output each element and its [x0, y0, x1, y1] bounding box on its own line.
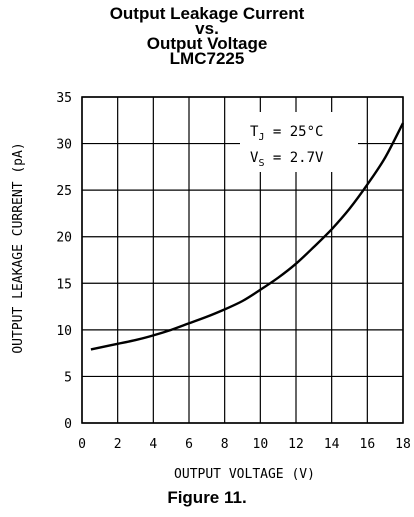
tick-labels: 0 2 4 6 8 10 12 14 16 18 0 5 10 15 20 25 30 35 — [56, 91, 410, 452]
x-tick-label: 8 — [221, 437, 229, 452]
chart-title-line-2: vs. — [195, 19, 219, 38]
chart-title-line-3: Output Voltage — [146, 34, 268, 53]
y-tick-label: 0 — [64, 417, 72, 432]
x-tick-label: 6 — [185, 437, 193, 452]
y-tick-label: 25 — [56, 184, 72, 199]
x-tick-label: 10 — [253, 437, 269, 452]
annotation-line-2-value: = 2.7V — [264, 150, 324, 166]
x-tick-label: 16 — [360, 437, 376, 452]
annotation-line-2-symbol: V — [250, 150, 259, 166]
y-tick-label: 30 — [56, 138, 72, 153]
x-tick-label: 2 — [114, 437, 122, 452]
chart-title-line-1: Output Leakage Current — [109, 4, 305, 23]
y-tick-label: 5 — [64, 370, 72, 385]
y-tick-label: 15 — [56, 277, 72, 292]
annotation: TJ = 25°C VS = 2.7V — [250, 124, 324, 169]
y-axis-label: OUTPUT LEAKAGE CURRENT (pA) — [11, 142, 26, 353]
y-tick-label: 10 — [56, 324, 72, 339]
annotation-box — [240, 112, 358, 172]
x-tick-label: 0 — [78, 437, 86, 452]
plot-frame — [81, 96, 404, 424]
x-tick-label: 12 — [288, 437, 304, 452]
annotation-line-2: VS = 2.7V — [250, 150, 324, 169]
annotation-line-2-subscript: S — [258, 158, 264, 169]
x-tick-label: 14 — [324, 437, 340, 452]
chart-title-line-4: LMC7225 — [169, 49, 245, 68]
x-tick-label: 18 — [395, 437, 411, 452]
annotation-line-1-symbol: T — [250, 124, 259, 140]
annotation-line-1: TJ = 25°C — [250, 124, 323, 143]
x-axis-label: OUTPUT VOLTAGE (V) — [174, 467, 315, 482]
annotation-line-1-value: = 25°C — [264, 124, 323, 140]
y-tick-label: 35 — [56, 91, 72, 106]
annotation-line-1-subscript: J — [258, 132, 264, 143]
y-tick-label: 20 — [56, 231, 72, 246]
chart-title: Output Leakage Current vs. Output Voltag… — [0, 4, 414, 68]
x-tick-label: 4 — [149, 437, 157, 452]
figure-caption: Figure 11. — [167, 488, 247, 507]
series-line — [90, 122, 405, 351]
